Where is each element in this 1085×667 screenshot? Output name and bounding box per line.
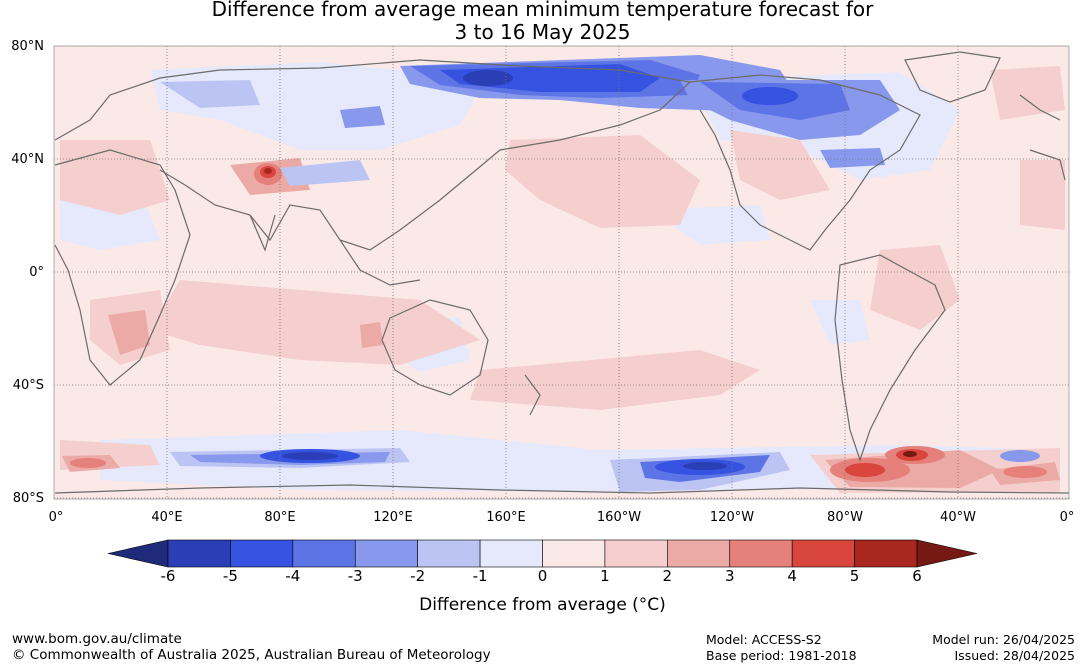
colorbar-tick-label: 0: [537, 567, 548, 585]
colorbar-segment: [417, 539, 481, 568]
colorbar-segment: [854, 539, 918, 568]
colorbar-segment: [729, 539, 793, 568]
base-period: Base period: 1981-2018: [706, 648, 857, 663]
arctic-cold-regions: [160, 55, 900, 186]
map-title-line2: 3 to 16 May 2025: [454, 20, 631, 44]
strong-warm-regions: [70, 163, 1047, 482]
coastlines: [54, 51, 1069, 494]
colorbar-segment: [354, 539, 418, 568]
colorbar-tick-label: 5: [849, 567, 860, 585]
lon-label-120e: 120°E: [373, 510, 413, 525]
light-warm-regions: [60, 66, 1065, 493]
colorbar-segment: [542, 539, 606, 568]
colorbar-extend-high: [916, 539, 978, 568]
colorbar-tick-label: -2: [410, 567, 426, 585]
colorbar-label: Difference from average (°C): [419, 595, 666, 615]
copyright-text: © Commonwealth of Australia 2025, Austra…: [12, 647, 491, 663]
colorbar-tick-label: -6: [160, 567, 176, 585]
map-title-line1: Difference from average mean minimum tem…: [211, 0, 874, 21]
lon-label-160e: 160°E: [486, 510, 526, 525]
lon-label-80e: 80°E: [264, 510, 296, 525]
colorbar-segment: [167, 539, 231, 568]
lat-label-80s: 80°S: [12, 491, 44, 506]
lon-label-40w: 40°W: [940, 510, 976, 525]
footer-middle: Model: ACCESS-S2 Base period: 1981-2018: [706, 632, 857, 664]
lat-label-40n: 40°N: [11, 152, 44, 167]
colorbar-tick-label: 3: [724, 567, 735, 585]
lon-label-120w: 120°W: [709, 510, 755, 525]
colorbar-segment: [604, 539, 668, 568]
lon-label-160w: 160°W: [596, 510, 642, 525]
footer-right: Model run: 26/04/2025 Issued: 28/04/2025: [932, 632, 1075, 664]
colorbar-tick-label: 4: [787, 567, 797, 585]
lon-label-0-left: 0°: [48, 510, 64, 525]
colorbar-tick-label: -3: [347, 567, 363, 585]
website-link[interactable]: www.bom.gov.au/climate: [12, 631, 182, 647]
gridlines: [54, 46, 1069, 499]
colorbar-segments: [107, 539, 978, 568]
colorbar-segment: [667, 539, 731, 568]
southern-ocean-cold-regions: [170, 448, 1040, 492]
lon-label-0-right: 0°: [1059, 510, 1075, 525]
footer-left: www.bom.gov.au/climate © Commonwealth of…: [12, 631, 491, 663]
lon-label-40e: 40°E: [151, 510, 183, 525]
lon-label-80w: 80°W: [827, 510, 863, 525]
lat-label-80n: 80°N: [11, 39, 44, 54]
map-field: [54, 46, 1069, 499]
colorbar-segment: [791, 539, 855, 568]
colorbar-tick-label: -1: [472, 567, 488, 585]
colorbar-tick-label: -4: [285, 567, 301, 585]
colorbar-segment: [230, 539, 294, 568]
issued-date: Issued: 28/04/2025: [954, 648, 1076, 663]
colorbar-tick-label: 1: [600, 567, 610, 585]
lat-label-40s: 40°S: [12, 378, 44, 393]
colorbar-tick-label: 2: [662, 567, 673, 585]
colorbar-segment: [292, 539, 356, 568]
colorbar-tick-label: -5: [222, 567, 238, 585]
model-name: Model: ACCESS-S2: [706, 632, 822, 647]
model-run-date: Model run: 26/04/2025: [932, 632, 1075, 647]
map-frame: [53, 45, 1070, 500]
colorbar-segment: [479, 539, 543, 568]
colorbar-tick-label: 6: [912, 567, 922, 585]
colorbar-extend-low: [107, 539, 169, 568]
lat-label-0: 0°: [29, 265, 44, 280]
